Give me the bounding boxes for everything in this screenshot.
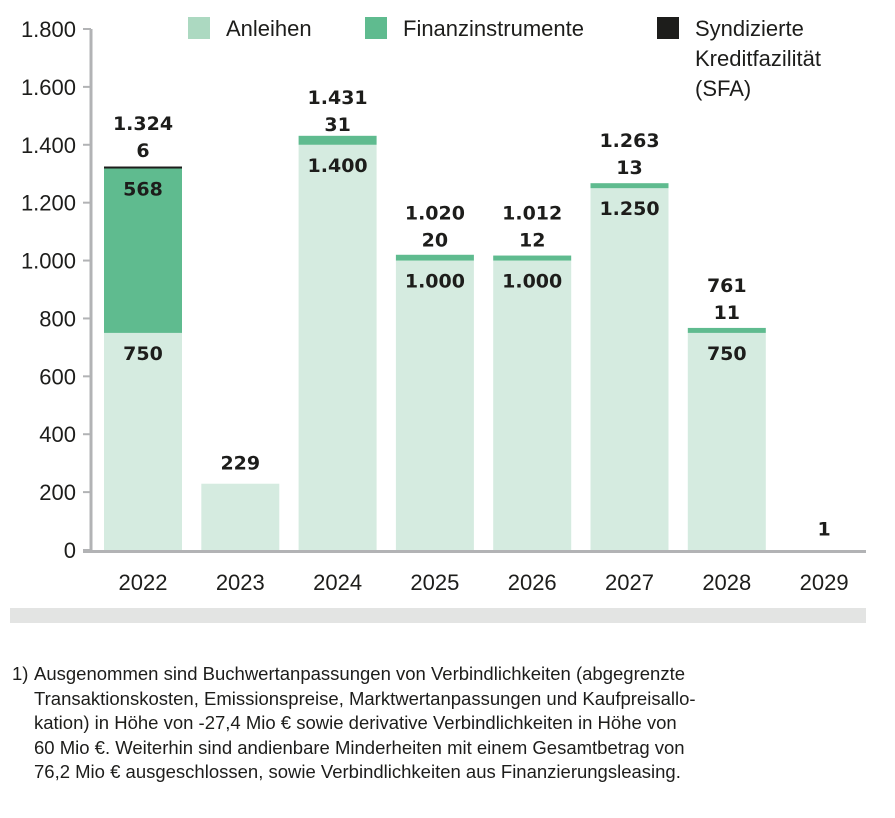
bar-segment-finanzinstrumente [298,135,377,145]
data-label-total: 1 [817,519,830,541]
data-label-sfa: 6 [136,140,149,162]
y-tick-label: 1.200 [21,191,76,216]
data-label-total: 1.324 [113,113,173,135]
bar-segment-finanzinstrumente [687,327,766,333]
bar-segment-sfa [104,166,182,169]
x-tick-label: 2025 [410,570,459,595]
y-tick-label: 400 [39,422,76,447]
data-label-anleihen: 750 [123,343,163,365]
y-axis: 0 200 400 600 800 1.000 1.200 1.400 1.600 1.800 [21,17,93,563]
y-tick-label: 200 [39,480,76,505]
bar-segment-anleihen [493,260,572,550]
bar-chart: 0 200 400 600 800 1.000 1.200 1.400 1.600 1.800 7… [21,16,866,595]
y-tick-label: 0 [64,538,76,563]
bar-segment-anleihen [590,188,669,550]
data-label-anleihen: 1.000 [405,271,465,293]
footnote-line: Ausgenommen sind Buchwertanpassungen von… [34,663,686,684]
data-label-finanzinstrumente: 13 [616,157,642,179]
legend-swatch [188,17,210,39]
footnote: 1) Ausgenommen sind Buchwertanpassungen … [12,662,872,785]
data-label-anleihen: 1.250 [599,198,659,220]
bar-segment-anleihen [298,144,377,550]
data-label-finanzinstrumente: 11 [714,302,740,324]
data-label-finanzinstrumente: 31 [324,114,350,136]
x-axis: 2022 2023 2024 2025 2026 2027 2028 2029 [83,550,866,595]
data-label-total: 1.263 [599,130,659,152]
legend-label: Kreditfazilität [695,46,821,71]
data-label-anleihen: 1.000 [502,271,562,293]
data-label-finanzinstrumente: 20 [422,230,448,252]
bar-segment-anleihen [104,332,182,550]
legend: Anleihen Finanzinstrumente Syndizierte Kred… [188,16,821,101]
bar-segment-anleihen [687,332,766,550]
footnote-line: Transaktionskosten, Emissionspreise, Mar… [34,687,696,709]
data-label-total: 229 [220,453,260,475]
x-tick-label: 2029 [800,570,849,595]
data-label-total: 1.431 [308,87,368,109]
data-label-total: 761 [707,275,747,297]
bars [104,135,766,550]
x-tick-label: 2024 [313,570,362,595]
data-label-finanzinstrumente: 568 [123,179,163,201]
legend-label: (SFA) [695,76,751,101]
decorative-band [10,608,866,623]
data-label-finanzinstrumente: 12 [519,230,545,252]
legend-label: Finanzinstrumente [403,16,584,41]
footnote-line: kation) in Höhe von -27,4 Mio € sowie de… [34,712,677,733]
y-tick-label: 800 [39,306,76,331]
footnote-text: Ausgenommen sind Buchwertanpassungen von… [34,662,872,785]
x-tick-label: 2028 [702,570,751,595]
data-label-anleihen: 1.400 [308,155,368,177]
data-label-total: 1.020 [405,203,465,225]
y-tick-label: 600 [39,364,76,389]
footnote-line: 60 Mio €. Weiterhin sind andienbare Mind… [34,736,685,758]
bar-labels: 750 568 6 1.324 229 1.400 31 1.431 1.000 20 1.020 1… [113,87,831,541]
data-label-total: 1.012 [502,203,562,225]
y-tick-label: 1.000 [21,249,76,274]
data-label-anleihen: 750 [707,343,747,365]
x-tick-label: 2022 [119,570,168,595]
bar-segment-finanzinstrumente [104,168,182,333]
legend-swatch [657,17,679,39]
footnote-number: 1) [12,663,29,684]
bar-segment-anleihen [395,260,474,550]
y-tick-label: 1.600 [21,75,76,100]
x-tick-label: 2027 [605,570,654,595]
y-tick-label: 1.800 [21,17,76,42]
legend-swatch [365,17,387,39]
legend-item-finanzinstrumente: Finanzinstrumente [365,16,584,41]
x-tick-label: 2023 [216,570,265,595]
x-tick-label: 2026 [508,570,557,595]
bar-segment-finanzinstrumente [590,183,669,189]
y-tick-label: 1.400 [21,133,76,158]
legend-item-anleihen: Anleihen [188,16,312,41]
legend-item-sfa: Syndizierte Kreditfazilität (SFA) [657,16,821,101]
bar-segment-anleihen [201,483,280,550]
legend-label: Anleihen [226,16,312,41]
bar-segment-finanzinstrumente [395,254,474,261]
legend-label: Syndizierte [695,16,804,41]
footnote-line: 76,2 Mio € ausgeschlossen, sowie Verbind… [34,761,681,782]
bar-segment-finanzinstrumente [493,255,572,261]
